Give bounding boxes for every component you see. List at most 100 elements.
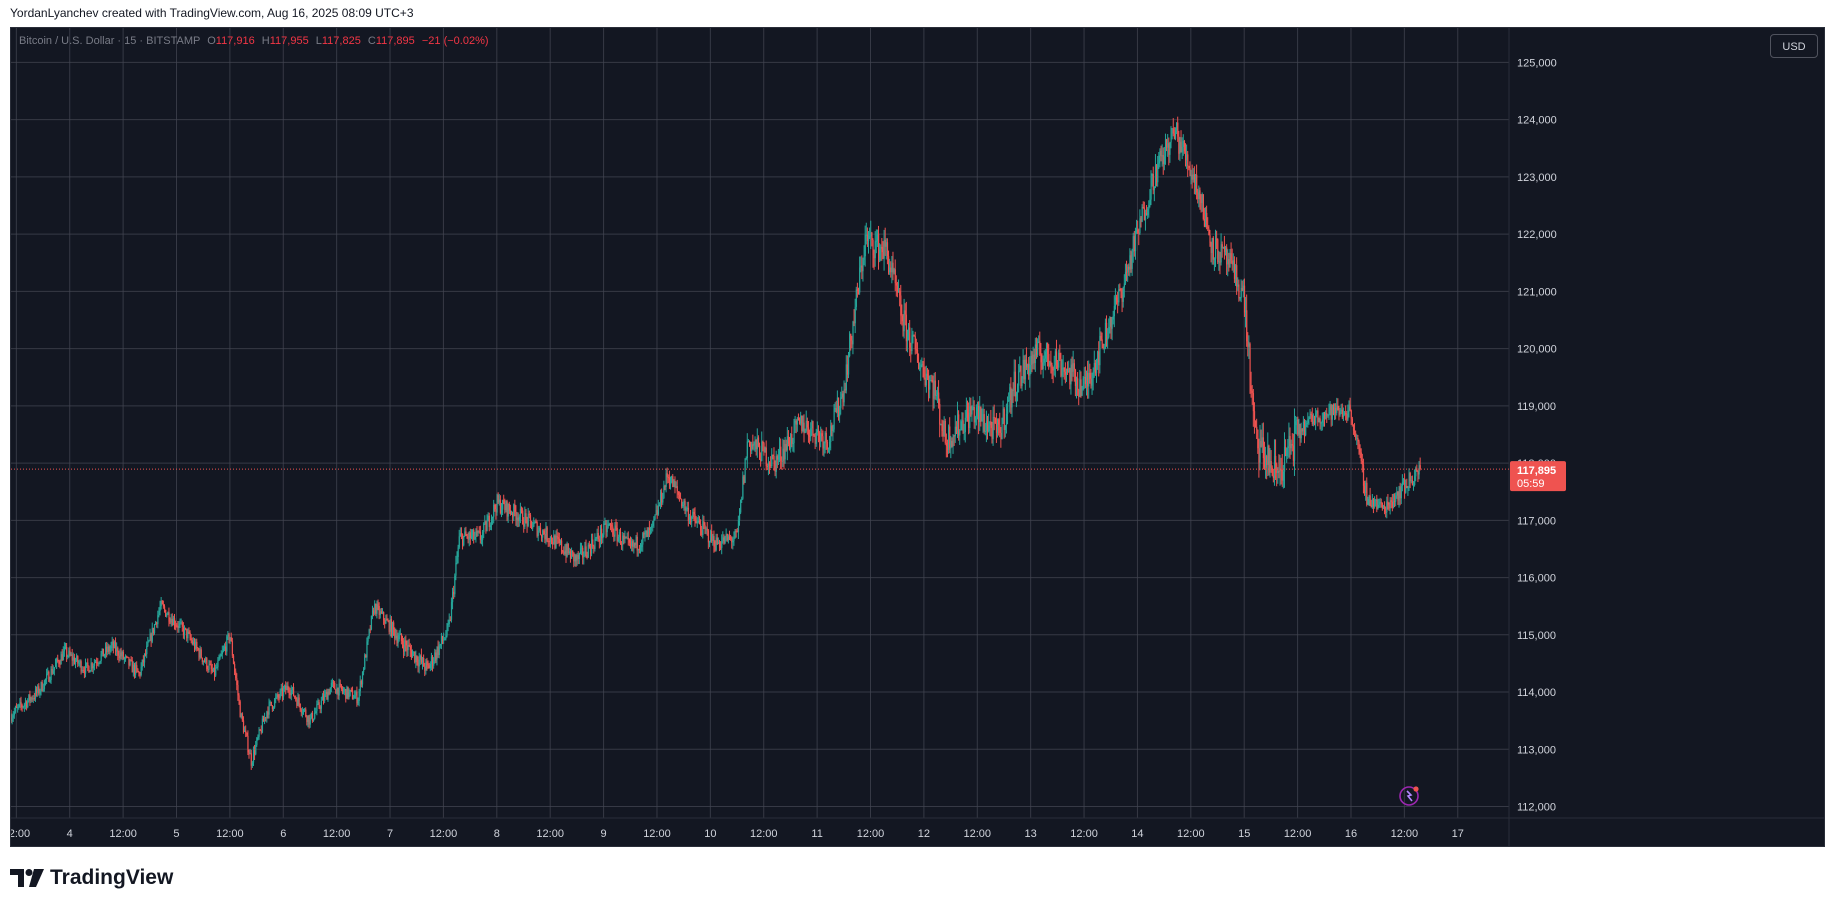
- candle: [1040, 342, 1042, 375]
- candle: [1211, 237, 1213, 265]
- candle: [1257, 429, 1259, 454]
- candle: [647, 527, 649, 540]
- chart-panel[interactable]: 112,000 113,000 114,000 115,000 116,000 117,0…: [10, 27, 1825, 847]
- candle: [874, 231, 876, 267]
- candle: [813, 433, 815, 437]
- candle: [1178, 130, 1180, 160]
- candle-body: [716, 537, 718, 545]
- candle-body: [341, 689, 344, 692]
- candle: [214, 663, 216, 681]
- candle: [248, 749, 250, 759]
- candle-body: [393, 622, 395, 630]
- candle-body: [707, 530, 710, 543]
- candle-body: [39, 690, 41, 694]
- candle: [453, 585, 455, 600]
- candle: [505, 500, 507, 513]
- candle-body: [86, 662, 88, 664]
- candle-body: [698, 520, 701, 525]
- candle-body: [366, 641, 368, 658]
- candle-body: [326, 691, 328, 700]
- candle: [896, 281, 899, 298]
- candle-body: [381, 612, 384, 614]
- candle: [905, 301, 908, 352]
- candle: [1120, 287, 1122, 299]
- candle: [195, 638, 197, 651]
- candle-body: [127, 656, 129, 658]
- candle-body: [287, 685, 289, 690]
- candle-body: [666, 473, 668, 478]
- candle: [507, 503, 509, 523]
- candle: [1416, 464, 1418, 472]
- candle: [91, 662, 93, 673]
- candle-body: [63, 647, 66, 652]
- candle: [676, 479, 678, 499]
- candle-body: [211, 669, 214, 672]
- candle: [16, 703, 18, 709]
- candle-body: [1286, 447, 1288, 457]
- candle: [603, 520, 605, 538]
- candle-body: [579, 548, 582, 554]
- candle-body: [195, 641, 197, 649]
- candle-body: [1368, 495, 1370, 499]
- candle: [215, 664, 217, 678]
- candle: [234, 661, 236, 676]
- candle: [353, 694, 355, 700]
- candle-body: [572, 550, 574, 553]
- candle-body: [929, 380, 931, 390]
- price-chart[interactable]: 112,000113,000114,000115,000116,000117,0…: [11, 28, 1825, 847]
- candle-body: [896, 285, 899, 293]
- candle-body: [386, 618, 388, 621]
- candle-body: [484, 521, 486, 524]
- candle-body: [738, 512, 741, 521]
- candle-body: [220, 654, 222, 657]
- candle: [378, 602, 380, 620]
- currency-button[interactable]: USD: [1770, 34, 1818, 58]
- candle-body: [1044, 351, 1047, 359]
- candle-body: [880, 246, 882, 249]
- candle-body: [218, 656, 220, 661]
- candle: [656, 505, 658, 519]
- candle-body: [175, 625, 177, 627]
- candle: [691, 515, 693, 528]
- candle: [1143, 201, 1146, 221]
- candle-body: [598, 539, 601, 542]
- candle-body: [801, 415, 803, 431]
- candle-body: [1188, 165, 1190, 169]
- candle: [123, 656, 126, 664]
- candle-body: [779, 446, 781, 455]
- candle-body: [628, 539, 631, 543]
- candle-body: [262, 718, 265, 722]
- candle: [759, 442, 761, 460]
- candle-body: [180, 622, 182, 624]
- candle: [765, 440, 767, 471]
- brand-logo[interactable]: TradingView: [10, 866, 173, 890]
- candle-body: [469, 532, 472, 539]
- candle: [1053, 355, 1055, 376]
- candle-body: [1303, 421, 1306, 436]
- candle: [1338, 405, 1340, 421]
- candle: [752, 434, 754, 450]
- candle-body: [1049, 361, 1051, 366]
- candle: [1087, 360, 1089, 399]
- candle: [817, 425, 820, 443]
- candle: [374, 600, 376, 616]
- candle-body: [1008, 400, 1010, 402]
- candle: [152, 627, 155, 636]
- candle-body: [637, 548, 639, 551]
- candle: [81, 666, 83, 674]
- candle: [268, 698, 270, 719]
- candle-body: [558, 538, 561, 543]
- candle: [137, 668, 139, 673]
- candle-body: [1218, 261, 1220, 263]
- candle: [427, 660, 429, 669]
- candle: [112, 638, 115, 654]
- candle: [231, 637, 234, 659]
- candle-body: [1308, 417, 1310, 420]
- candle: [822, 430, 824, 456]
- candle: [14, 705, 17, 714]
- candle-body: [379, 611, 381, 615]
- candle: [1261, 423, 1263, 453]
- candle: [594, 533, 596, 552]
- candle-body: [516, 517, 518, 521]
- candle: [1253, 402, 1256, 434]
